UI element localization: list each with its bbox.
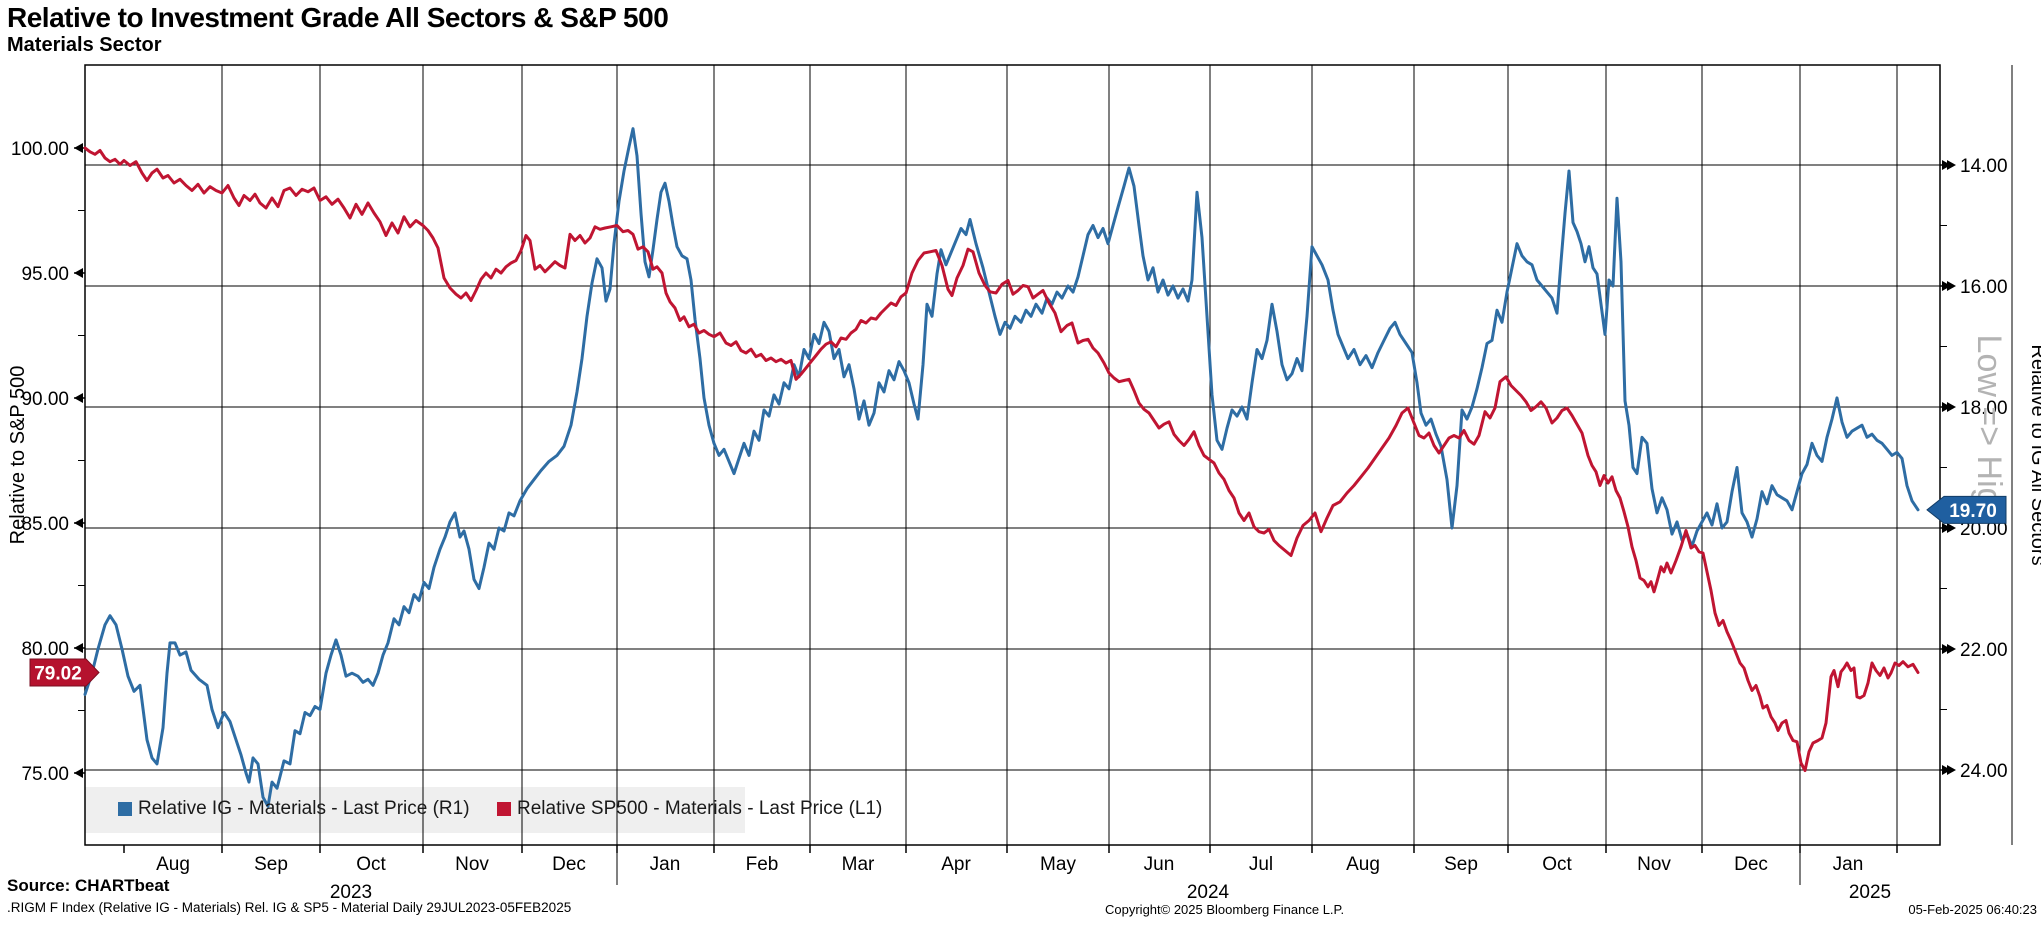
right-tick-arrow-icon <box>1942 160 1951 170</box>
right-tick-arrowhead-icon <box>1947 523 1956 533</box>
month-label: Jul <box>1249 854 1273 875</box>
left-axis-tick-label: 85.00 <box>21 514 69 535</box>
right-axis-title: Relative to IG All Sectors <box>2027 344 2041 565</box>
last-price-badge-left-value: 79.02 <box>34 664 82 685</box>
right-tick-arrowhead-icon <box>1947 281 1956 291</box>
right-axis-tick-label: 14.00 <box>1960 156 2008 177</box>
month-label: Aug <box>156 854 190 875</box>
right-axis-tick-label: 22.00 <box>1960 640 2008 661</box>
year-label: 2023 <box>330 882 372 903</box>
left-tick-arrow-icon <box>74 643 83 653</box>
legend-background <box>85 787 745 833</box>
right-tick-arrowhead-icon <box>1947 765 1956 775</box>
month-label: Dec <box>1734 854 1768 875</box>
year-label: 2024 <box>1187 882 1230 903</box>
page-title: Relative to Investment Grade All Sectors… <box>7 2 669 33</box>
left-tick-arrow-icon <box>74 143 83 153</box>
right-axis-tick-label: 24.00 <box>1960 761 2008 782</box>
month-label: Feb <box>746 854 779 875</box>
year-label: 2025 <box>1849 882 1891 903</box>
right-axis-tick-label: 16.00 <box>1960 277 2008 298</box>
left-tick-arrow-icon <box>74 268 83 278</box>
index-description: .RIGM F Index (Relative IG - Materials) … <box>7 900 572 915</box>
month-label: Nov <box>455 854 489 875</box>
right-tick-arrow-icon <box>1942 523 1951 533</box>
left-axis-title: Relative to S&P 500 <box>7 366 29 545</box>
right-axis-tick-label: 20.00 <box>1960 519 2008 540</box>
left-axis-tick-label: 95.00 <box>21 264 69 285</box>
right-tick-arrowhead-icon <box>1947 402 1956 412</box>
source-label: Source: CHARTbeat <box>7 876 170 895</box>
series-line-relative-sp500 <box>83 146 1920 772</box>
right-tick-arrow-icon <box>1942 281 1951 291</box>
right-tick-arrowhead-icon <box>1947 644 1956 654</box>
left-tick-arrow-icon <box>74 768 83 778</box>
month-label: Jan <box>650 854 681 875</box>
month-label: May <box>1040 854 1076 875</box>
left-axis-tick-label: 100.00 <box>11 139 69 160</box>
left-axis-tick-label: 80.00 <box>21 639 69 660</box>
month-label: Jan <box>1833 854 1864 875</box>
month-label: Oct <box>1542 854 1572 875</box>
right-tick-arrow-icon <box>1942 644 1951 654</box>
left-axis-tick-label: 90.00 <box>21 389 69 410</box>
month-label: Dec <box>552 854 586 875</box>
month-label: Nov <box>1637 854 1671 875</box>
month-label: Oct <box>356 854 386 875</box>
legend-label: Relative SP500 - Materials - Last Price … <box>517 798 883 819</box>
left-tick-arrow-icon <box>74 518 83 528</box>
page-subtitle: Materials Sector <box>7 34 162 56</box>
last-price-badge-left <box>29 658 100 687</box>
plot-frame <box>84 64 1941 846</box>
month-label: Jun <box>1144 854 1175 875</box>
right-tick-arrow-icon <box>1942 402 1951 412</box>
legend-label: Relative IG - Materials - Last Price (R1… <box>138 798 470 819</box>
left-axis-tick-label: 75.00 <box>21 764 69 785</box>
right-tick-arrow-icon <box>1942 765 1951 775</box>
month-label: Aug <box>1346 854 1380 875</box>
month-label: Sep <box>254 854 288 875</box>
axis-direction-annotation: Low => High <box>1970 335 2008 526</box>
right-axis-tick-label: 18.00 <box>1960 398 2008 419</box>
copyright-label: Copyright© 2025 Bloomberg Finance L.P. <box>1105 902 1345 917</box>
legend-swatch-blue-icon <box>118 802 132 816</box>
left-tick-arrow-icon <box>74 393 83 403</box>
legend-item-relative-sp500[interactable]: Relative SP500 - Materials - Last Price … <box>497 798 882 820</box>
timestamp-label: 05-Feb-2025 06:40:23 <box>1908 902 2037 917</box>
last-price-badge-right <box>1926 495 2007 524</box>
legend-swatch-red-icon <box>497 802 511 816</box>
month-label: Mar <box>842 854 875 875</box>
last-price-badge-right-value: 19.70 <box>1949 501 1997 522</box>
legend-item-relative-ig[interactable]: Relative IG - Materials - Last Price (R1… <box>118 798 470 820</box>
series-line-relative-ig <box>83 127 1920 808</box>
month-label: Sep <box>1444 854 1478 875</box>
month-label: Apr <box>941 854 971 875</box>
right-tick-arrowhead-icon <box>1947 160 1956 170</box>
